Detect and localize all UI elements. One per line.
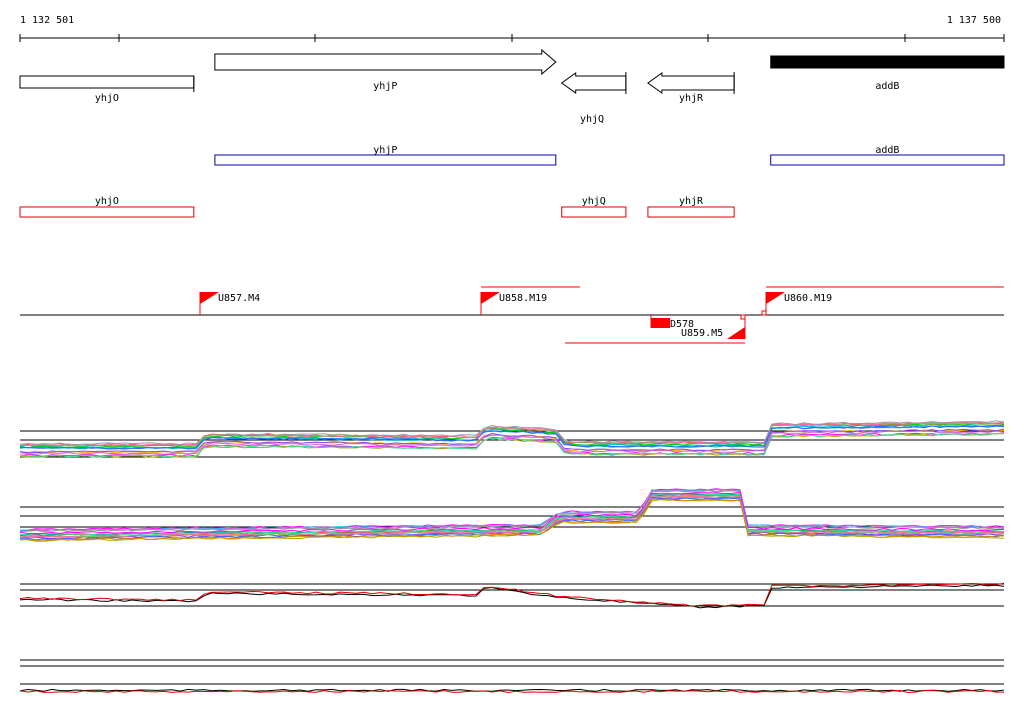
tu-u858[interactable]: U858.M19: [480, 286, 580, 315]
gene-shape: [214, 48, 557, 76]
annotation-box: [647, 206, 735, 218]
tu-label: U858.M19: [499, 293, 547, 304]
gene-label: addB: [875, 81, 899, 92]
tu-u857[interactable]: U857.M4: [199, 292, 260, 315]
annotation-yhjr[interactable]: yhjR: [647, 196, 735, 218]
annotation-box: [214, 154, 557, 166]
gene-addb[interactable]: addB: [770, 55, 1005, 92]
tu-u859[interactable]: U859.M5: [565, 314, 746, 344]
coordinate-ruler: 1 132 501 1 137 500: [19, 15, 1005, 42]
tu-d578[interactable]: D578: [650, 315, 694, 330]
annotation-box: [770, 154, 1005, 166]
gene-shape: [560, 72, 627, 94]
annotation-label: addB: [875, 145, 899, 156]
gene-shape: [647, 72, 735, 94]
annotation-label: yhjQ: [582, 196, 606, 207]
gene-yhjr[interactable]: yhjR: [647, 72, 735, 104]
gene-shape: [770, 55, 1005, 69]
annotation-track-blue: yhjP addB: [214, 145, 1005, 166]
ruler-end-label: 1 137 500: [947, 15, 1001, 26]
gene-label: yhjQ: [580, 114, 604, 125]
expression-panel: [19, 420, 1005, 458]
expression-panel: [19, 488, 1005, 542]
gene-yhjq[interactable]: yhjQ: [560, 72, 627, 125]
gene-shape: [19, 75, 195, 89]
expression-panel: [19, 582, 1005, 609]
expression-profiles: [19, 420, 1005, 694]
gene-label: yhjO: [95, 93, 119, 104]
annotation-yhjo[interactable]: yhjO: [19, 196, 195, 218]
gene-yhjo[interactable]: yhjO: [19, 75, 195, 104]
tu-u860[interactable]: U860.M19: [761, 286, 1004, 316]
annotation-label: yhjR: [679, 196, 704, 207]
gene-yhjp[interactable]: yhjP: [214, 48, 557, 92]
annotation-box: [19, 206, 195, 218]
tu-label: U859.M5: [681, 328, 723, 339]
ruler-ticks: [19, 34, 1005, 42]
gene-track: yhjO yhjP yhjQ yhjR addB: [19, 48, 1005, 125]
ruler-start-label: 1 132 501: [20, 15, 74, 26]
gene-label: yhjR: [679, 93, 704, 104]
gene-label: yhjP: [373, 81, 397, 92]
transcription-unit-track: U857.M4 U858.M19 U860.M19 D578: [20, 286, 1004, 344]
annotation-addb[interactable]: addB: [770, 145, 1005, 166]
annotation-yhjq[interactable]: yhjQ: [561, 196, 627, 218]
tu-label: U857.M4: [218, 293, 260, 304]
annotation-track-red: yhjO yhjQ yhjR: [19, 196, 735, 218]
expression-panel: [19, 659, 1005, 694]
annotation-label: yhjO: [95, 196, 119, 207]
tu-label: D578: [670, 319, 694, 330]
annotation-box: [561, 206, 627, 218]
annotation-yhjp[interactable]: yhjP: [214, 145, 557, 166]
tu-label: U860.M19: [784, 293, 832, 304]
annotation-label: yhjP: [373, 145, 397, 156]
